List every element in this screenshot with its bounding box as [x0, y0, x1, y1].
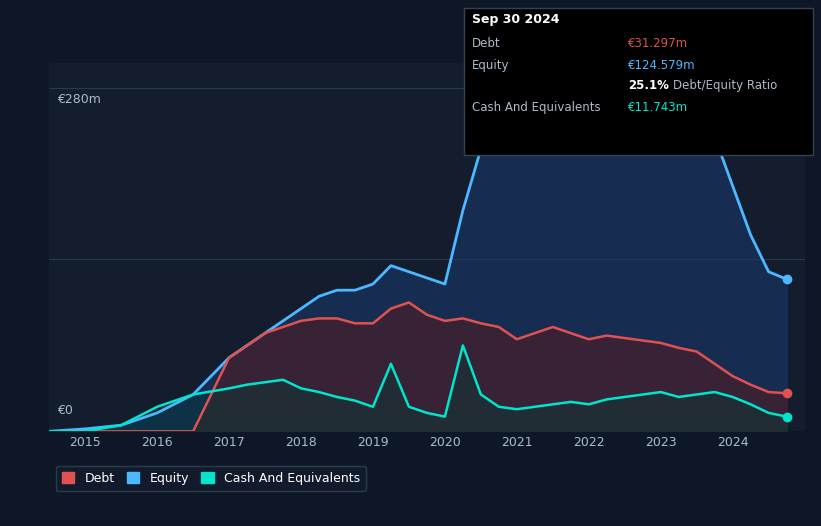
- Text: €31.297m: €31.297m: [628, 37, 688, 50]
- Text: €280m: €280m: [57, 93, 101, 106]
- Text: €11.743m: €11.743m: [628, 101, 688, 114]
- Text: Debt/Equity Ratio: Debt/Equity Ratio: [673, 79, 777, 92]
- Text: €124.579m: €124.579m: [628, 59, 695, 72]
- Text: €0: €0: [57, 403, 73, 417]
- Text: Cash And Equivalents: Cash And Equivalents: [472, 101, 601, 114]
- Text: Debt: Debt: [472, 37, 501, 50]
- Text: 25.1%: 25.1%: [628, 79, 669, 92]
- Text: Sep 30 2024: Sep 30 2024: [472, 13, 560, 26]
- Legend: Debt, Equity, Cash And Equivalents: Debt, Equity, Cash And Equivalents: [56, 466, 366, 491]
- Text: Equity: Equity: [472, 59, 510, 72]
